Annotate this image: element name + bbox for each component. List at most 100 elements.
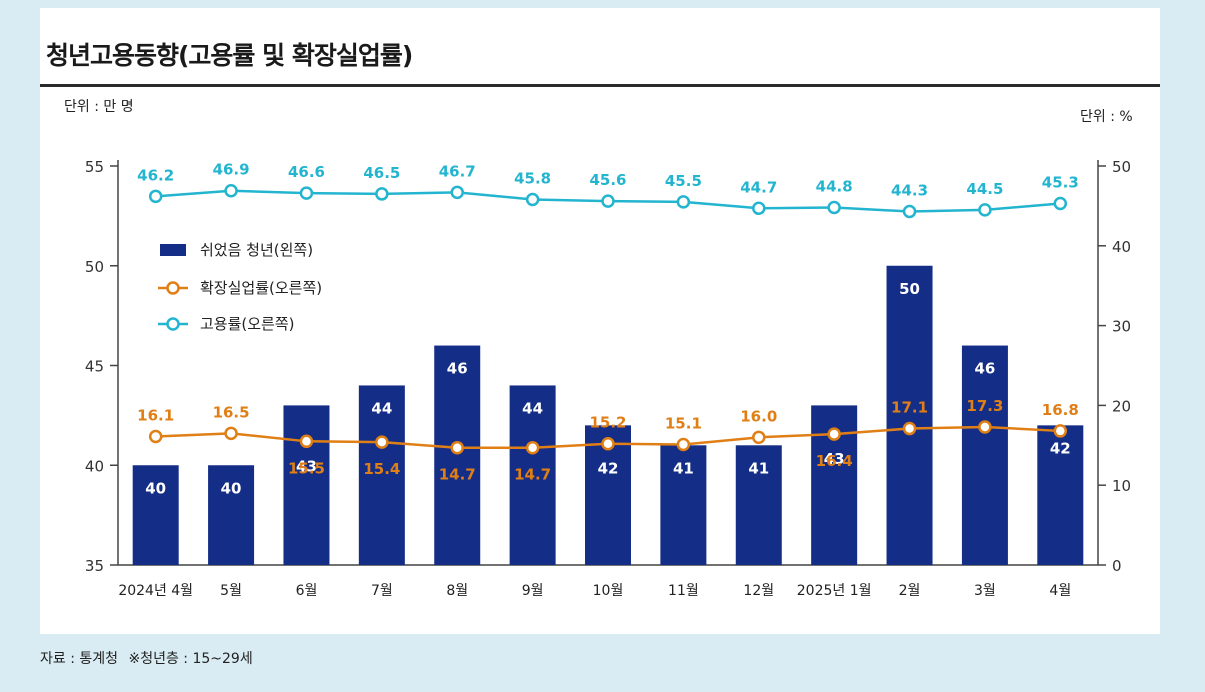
source-text: 자료 : 통계청 (40, 651, 119, 667)
right-tick-label: 0 (1112, 557, 1122, 575)
right-tick-label: 30 (1112, 318, 1131, 336)
legend-unemployment-marker (166, 281, 180, 295)
employment-value-label: 44.5 (966, 180, 1003, 198)
left-unit-label: 단위 : 만 명 (64, 99, 134, 115)
right-tick-label: 20 (1112, 397, 1131, 415)
x-tick-label: 7월 (371, 583, 393, 599)
bar (961, 345, 1008, 565)
employment-value-label: 45.8 (514, 170, 551, 188)
bar (283, 405, 330, 565)
bar-value-label: 46 (447, 360, 468, 378)
x-tick-label: 12월 (743, 583, 774, 599)
bar (735, 445, 782, 565)
employment-line-point (827, 200, 841, 215)
combo-chart: 35 40 45 50 55 0 10 20 30 40 50 2024년 4월 5월 6월 7월 8월 9월 1… (85, 158, 1131, 599)
bar (208, 465, 255, 565)
employment-line-point (299, 186, 314, 200)
legend-employment-label: 고용률(오른쪽) (200, 315, 295, 333)
right-tick-label: 50 (1112, 158, 1131, 176)
unemployment-value-label: 16.0 (740, 407, 777, 425)
left-tick-label: 45 (85, 358, 104, 376)
left-tick-label: 50 (85, 258, 104, 276)
unemployment-line-point (299, 434, 314, 449)
employment-line-point (601, 194, 615, 208)
unemployment-line-point (450, 440, 464, 455)
bar-value-label: 41 (673, 459, 694, 477)
right-tick-label: 40 (1112, 238, 1131, 256)
unemployment-value-label: 15.5 (288, 459, 325, 477)
employment-value-label: 46.6 (288, 163, 325, 181)
x-tick-label: 2024년 4월 (118, 583, 193, 599)
source-note: 자료 : 통계청 ※청년층 : 15~29세 (40, 648, 259, 668)
employment-value-label: 45.5 (665, 172, 702, 190)
x-tick-label: 8월 (446, 583, 468, 599)
unemployment-value-label: 15.2 (589, 414, 626, 432)
bar-value-label: 43 (824, 450, 845, 468)
bar-value-label: 40 (145, 479, 166, 497)
bar (358, 385, 405, 565)
chart-title: 청년고용동향(고용률 및 확장실업률) (46, 41, 413, 70)
bar (886, 265, 933, 565)
employment-value-label: 44.8 (816, 177, 853, 195)
employment-value-label: 44.3 (891, 181, 928, 199)
bar (1037, 425, 1084, 565)
employment-line-point (902, 204, 917, 219)
unemployment-value-label: 16.8 (1042, 401, 1079, 419)
bar-value-label: 41 (748, 459, 769, 477)
unemployment-line-point (375, 435, 389, 449)
bar-value-label: 44 (371, 399, 392, 417)
unemployment-line-point (827, 427, 841, 441)
unemployment-value-label: 16.5 (213, 403, 250, 421)
chart-card: 청년고용동향(고용률 및 확장실업률) 단위 : 만 명 단위 : % 35 40… (40, 8, 1160, 634)
unemployment-line-point (902, 421, 917, 436)
unemployment-value-label: 16.1 (137, 407, 174, 425)
employment-value-label: 45.3 (1042, 174, 1079, 192)
bar-value-label: 44 (522, 399, 543, 417)
employment-line-point (148, 189, 163, 204)
employment-line-point (978, 203, 992, 217)
age-note: ※청년층 : 15~29세 (128, 651, 253, 667)
employment-value-label: 46.9 (213, 161, 250, 179)
unemployment-value-label: 15.4 (363, 460, 400, 478)
unemployment-value-label: 17.3 (966, 397, 1003, 415)
employment-line-point (525, 192, 540, 207)
employment-value-label: 44.7 (740, 178, 777, 196)
employment-line-point (375, 187, 389, 201)
unemployment-line-point (978, 420, 992, 434)
employment-value-label: 45.6 (589, 171, 626, 189)
employment-line-point (450, 185, 464, 200)
x-tick-label: 10월 (593, 583, 624, 599)
x-tick-label: 5월 (220, 583, 242, 599)
unemployment-line-point (752, 430, 766, 445)
x-tick-label: 2월 (899, 583, 921, 599)
bar-value-label: 40 (221, 479, 242, 497)
employment-value-label: 46.5 (363, 164, 400, 182)
left-tick-label: 55 (85, 158, 104, 176)
x-tick-label: 4월 (1049, 583, 1071, 599)
legend-bar-label: 쉬었음 청년(왼쪽) (200, 241, 313, 259)
unemployment-line-point (148, 429, 163, 444)
right-unit-label: 단위 : % (1080, 109, 1133, 125)
x-tick-label: 6월 (296, 583, 318, 599)
unemployment-line-point (224, 426, 238, 441)
x-tick-label: 3월 (974, 583, 996, 599)
employment-value-label: 46.2 (137, 166, 174, 184)
title-divider (40, 84, 1160, 87)
employment-line-point (752, 201, 766, 216)
unemployment-line-point (1053, 424, 1068, 438)
bar-value-label: 42 (598, 460, 619, 478)
legend-unemployment-label: 확장실업률(오른쪽) (200, 279, 322, 297)
bar (132, 465, 179, 565)
bar-value-label: 50 (899, 280, 920, 298)
bar-value-label: 43 (296, 457, 317, 475)
unemployment-value-label: 15.1 (665, 415, 702, 433)
right-tick-label: 10 (1112, 477, 1131, 495)
x-tick-label: 9월 (522, 583, 544, 599)
bar (509, 385, 556, 565)
left-tick-label: 40 (85, 457, 104, 475)
bar (660, 445, 707, 565)
legend-bar-swatch (160, 244, 186, 256)
unemployment-value-label: 14.7 (439, 466, 476, 484)
employment-line-point (676, 195, 691, 209)
unemployment-value-label: 16.4 (816, 452, 853, 470)
